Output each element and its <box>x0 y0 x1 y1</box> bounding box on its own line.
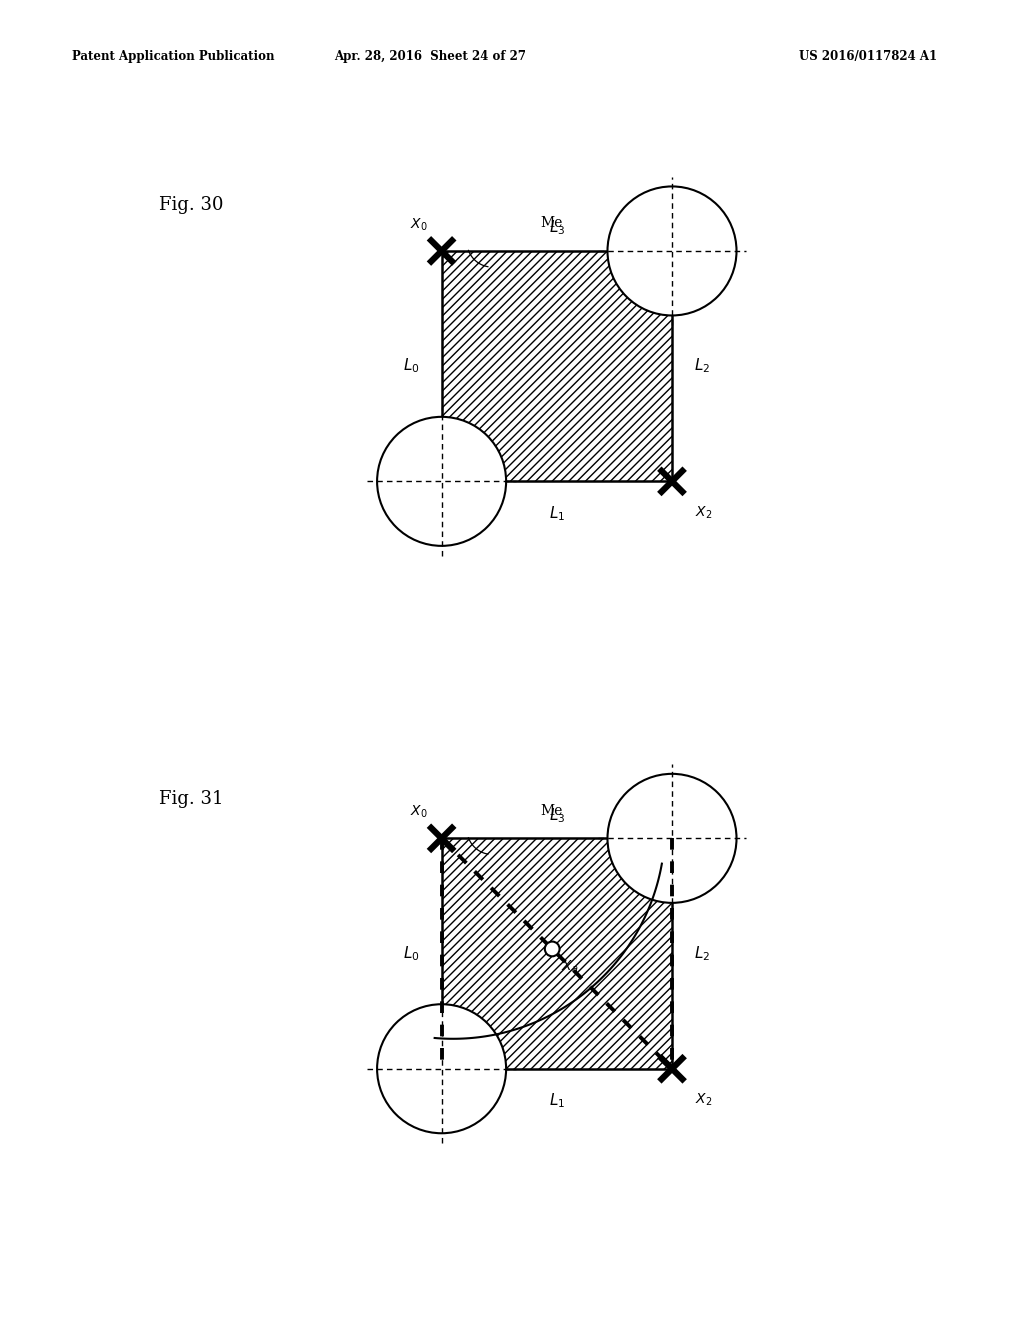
Text: $L_2$: $L_2$ <box>694 356 710 375</box>
Text: $L_1$: $L_1$ <box>549 504 565 523</box>
Text: Me: Me <box>541 216 563 230</box>
Text: Me: Me <box>541 804 563 817</box>
Text: $L_3$: $L_3$ <box>549 807 565 825</box>
Circle shape <box>377 417 506 546</box>
Text: $X_1$: $X_1$ <box>413 519 429 535</box>
Text: $X_3$: $X_3$ <box>695 247 713 264</box>
Text: $X_2$: $X_2$ <box>695 1092 713 1109</box>
Text: $L_1$: $L_1$ <box>549 1092 565 1110</box>
Text: $X_0$: $X_0$ <box>410 216 427 232</box>
Circle shape <box>607 774 736 903</box>
Text: Fig. 30: Fig. 30 <box>159 195 223 214</box>
Text: $L_0$: $L_0$ <box>403 356 420 375</box>
Text: Fig. 31: Fig. 31 <box>159 789 223 808</box>
Circle shape <box>607 186 736 315</box>
Text: $X_1$: $X_1$ <box>413 1106 429 1122</box>
Text: $L_3$: $L_3$ <box>549 219 565 238</box>
Text: Apr. 28, 2016  Sheet 24 of 27: Apr. 28, 2016 Sheet 24 of 27 <box>334 50 526 63</box>
Bar <box>441 251 672 482</box>
Text: US 2016/0117824 A1: US 2016/0117824 A1 <box>799 50 937 63</box>
Text: Patent Application Publication: Patent Application Publication <box>72 50 274 63</box>
Text: $L_0$: $L_0$ <box>403 944 420 962</box>
Bar <box>441 838 672 1069</box>
Text: $X_2$: $X_2$ <box>695 504 713 521</box>
Text: $X_0$: $X_0$ <box>410 804 427 820</box>
Circle shape <box>377 1005 506 1134</box>
Text: $L_2$: $L_2$ <box>694 944 710 962</box>
Text: $X_a$: $X_a$ <box>561 958 579 974</box>
Text: $X_3$: $X_3$ <box>695 834 713 851</box>
Circle shape <box>545 941 559 956</box>
